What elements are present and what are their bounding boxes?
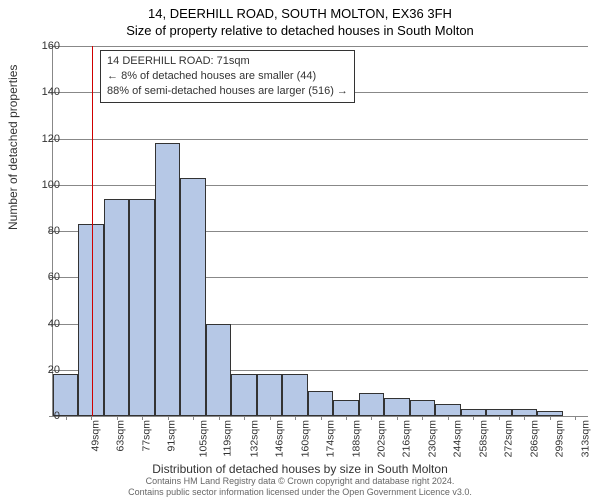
- xtick-mark: [295, 416, 296, 420]
- histogram-bar: [155, 143, 180, 416]
- histogram-bar: [359, 393, 384, 416]
- annotation-line: ← 8% of detached houses are smaller (44): [107, 69, 348, 84]
- xtick-label: 258sqm: [477, 420, 489, 457]
- histogram-bar: [180, 178, 205, 416]
- annotation-line: 14 DEERHILL ROAD: 71sqm: [107, 54, 348, 69]
- ytick-label: 0: [30, 410, 60, 422]
- y-axis-label: Number of detached properties: [6, 65, 20, 230]
- histogram-bar: [486, 409, 511, 416]
- xtick-mark: [321, 416, 322, 420]
- histogram-bar: [384, 398, 409, 417]
- xtick-label: 91sqm: [166, 420, 178, 452]
- chart-title-primary: 14, DEERHILL ROAD, SOUTH MOLTON, EX36 3F…: [0, 0, 600, 21]
- ytick-label: 40: [30, 318, 60, 330]
- histogram-bar: [129, 199, 154, 416]
- xtick-label: 146sqm: [273, 420, 285, 457]
- xtick-label: 188sqm: [350, 420, 362, 457]
- ytick-label: 120: [30, 133, 60, 145]
- ytick-label: 100: [30, 179, 60, 191]
- histogram-bar: [104, 199, 129, 416]
- footer-attribution: Contains HM Land Registry data © Crown c…: [0, 476, 600, 499]
- xtick-label: 132sqm: [248, 420, 260, 457]
- histogram-bar: [333, 400, 358, 416]
- histogram-bar: [206, 324, 231, 417]
- xtick-mark: [473, 416, 474, 420]
- gridline: [53, 185, 588, 186]
- annotation-box: 14 DEERHILL ROAD: 71sqm← 8% of detached …: [100, 50, 355, 103]
- xtick-label: 286sqm: [528, 420, 540, 457]
- xtick-mark: [66, 416, 67, 420]
- xtick-mark: [371, 416, 372, 420]
- xtick-label: 299sqm: [554, 420, 566, 457]
- histogram-bar: [461, 409, 486, 416]
- xtick-mark: [117, 416, 118, 420]
- footer-line-1: Contains HM Land Registry data © Crown c…: [0, 476, 600, 487]
- histogram-bar: [512, 409, 537, 416]
- gridline: [53, 139, 588, 140]
- xtick-label: 119sqm: [222, 420, 234, 457]
- x-axis-label: Distribution of detached houses by size …: [0, 462, 600, 476]
- xtick-mark: [346, 416, 347, 420]
- footer-line-2: Contains public sector information licen…: [0, 487, 600, 498]
- xtick-mark: [550, 416, 551, 420]
- xtick-label: 230sqm: [426, 420, 438, 457]
- xtick-label: 216sqm: [401, 420, 413, 457]
- xtick-mark: [397, 416, 398, 420]
- xtick-mark: [168, 416, 169, 420]
- gridline: [53, 46, 588, 47]
- histogram-bar: [308, 391, 333, 416]
- histogram-bar: [231, 374, 256, 416]
- xtick-label: 105sqm: [197, 420, 209, 457]
- annotation-line: 88% of semi-detached houses are larger (…: [107, 84, 348, 99]
- histogram-bar: [435, 404, 460, 416]
- xtick-mark: [524, 416, 525, 420]
- xtick-mark: [422, 416, 423, 420]
- ytick-label: 20: [30, 364, 60, 376]
- xtick-mark: [219, 416, 220, 420]
- ytick-label: 60: [30, 271, 60, 283]
- xtick-mark: [448, 416, 449, 420]
- chart-title-secondary: Size of property relative to detached ho…: [0, 21, 600, 38]
- xtick-mark: [142, 416, 143, 420]
- ytick-label: 160: [30, 40, 60, 52]
- xtick-mark: [91, 416, 92, 420]
- ytick-label: 80: [30, 225, 60, 237]
- chart-container: 14, DEERHILL ROAD, SOUTH MOLTON, EX36 3F…: [0, 0, 600, 500]
- xtick-label: 160sqm: [299, 420, 311, 457]
- xtick-label: 174sqm: [324, 420, 336, 457]
- xtick-mark: [575, 416, 576, 420]
- xtick-label: 77sqm: [140, 420, 152, 452]
- xtick-mark: [193, 416, 194, 420]
- xtick-label: 202sqm: [375, 420, 387, 457]
- xtick-label: 244sqm: [452, 420, 464, 457]
- xtick-label: 63sqm: [115, 420, 127, 452]
- xtick-label: 49sqm: [89, 420, 101, 452]
- xtick-mark: [499, 416, 500, 420]
- xtick-mark: [244, 416, 245, 420]
- xtick-mark: [270, 416, 271, 420]
- histogram-bar: [257, 374, 282, 416]
- xtick-label: 272sqm: [503, 420, 515, 457]
- property-marker-line: [92, 46, 93, 416]
- ytick-label: 140: [30, 86, 60, 98]
- histogram-bar: [410, 400, 435, 416]
- xtick-label: 313sqm: [579, 420, 591, 457]
- histogram-bar: [282, 374, 307, 416]
